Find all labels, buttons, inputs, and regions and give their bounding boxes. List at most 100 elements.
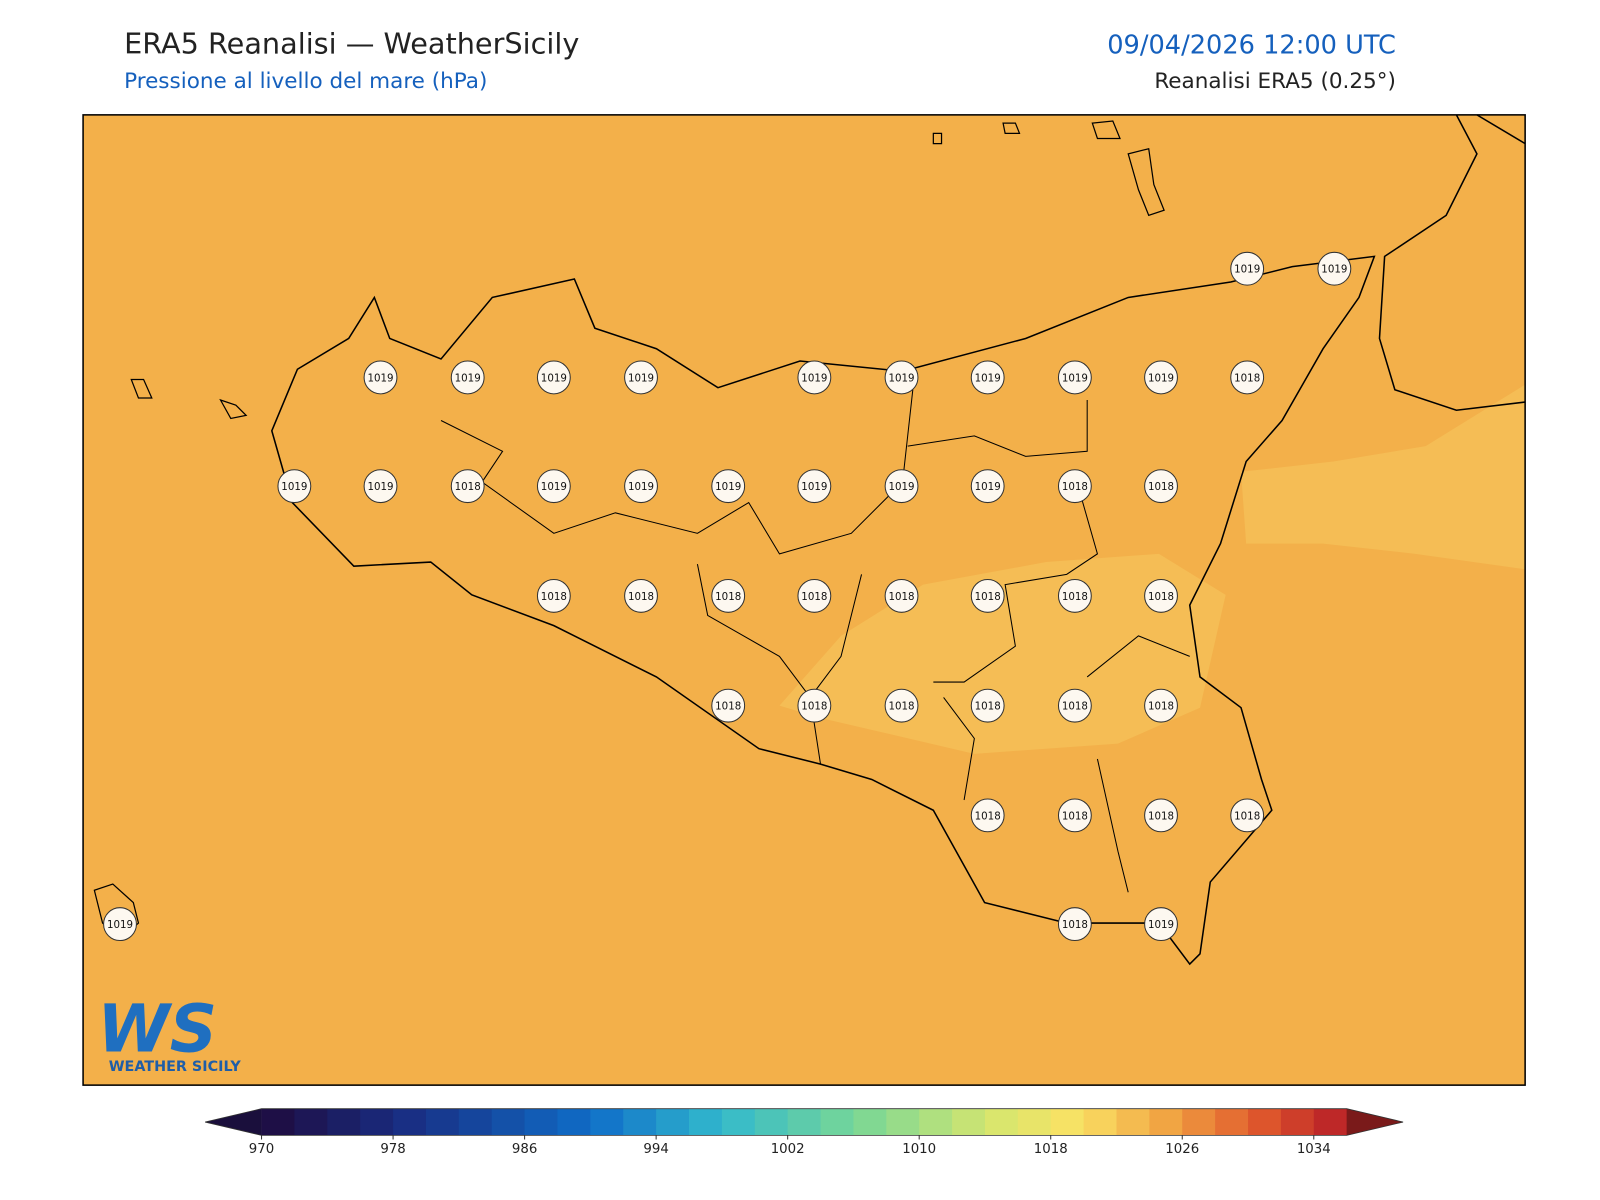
- station-label: 1018: [1062, 591, 1088, 603]
- station-marker: [363, 360, 398, 395]
- station-marker: [970, 798, 1005, 833]
- station-label: 1018: [1234, 810, 1260, 822]
- station-marker: [1144, 798, 1178, 833]
- station-label: 1019: [888, 481, 914, 493]
- station-marker: [797, 360, 832, 395]
- colorbar-bin: [1215, 1108, 1249, 1136]
- station-label: 1018: [1234, 372, 1260, 384]
- station-label: 1018: [975, 701, 1001, 713]
- station-label: 1018: [801, 701, 827, 713]
- station-label: 1018: [1148, 810, 1174, 822]
- station-marker: [711, 578, 746, 613]
- station-marker: [1057, 578, 1092, 613]
- colorbar-bin: [1182, 1108, 1216, 1136]
- station-labels: 1019 1019 1019 1019 1019 1019 1019 1019 1019 1019…: [103, 251, 1352, 942]
- station-label: 1019: [107, 919, 133, 931]
- station-label: 1019: [281, 481, 307, 493]
- station-marker: [1144, 907, 1178, 942]
- station-label: 1018: [628, 591, 654, 603]
- station-label: 1018: [801, 591, 827, 603]
- colorbar-bin: [787, 1108, 822, 1136]
- colorbar-bin: [294, 1108, 328, 1136]
- station-label: 1018: [888, 701, 914, 713]
- station-marker: [536, 578, 571, 613]
- station-marker: [1317, 251, 1352, 286]
- station-marker: [970, 578, 1005, 613]
- station-marker: [1144, 578, 1178, 613]
- station-marker: [797, 688, 832, 723]
- colorbar-bin: [853, 1108, 887, 1136]
- colorbar-bin: [623, 1108, 657, 1136]
- station-marker: [711, 469, 746, 504]
- colorbar-tick-label: 986: [512, 1142, 537, 1157]
- station-marker: [970, 469, 1005, 504]
- colorbar-tick-label: 1034: [1297, 1142, 1331, 1157]
- title: ERA5 Reanalisi — WeatherSicily: [124, 26, 579, 60]
- colorbar-bin: [1280, 1108, 1315, 1136]
- station-marker: [1144, 469, 1178, 504]
- station-label: 1018: [715, 591, 741, 603]
- station-label: 1019: [541, 481, 567, 493]
- station-marker: [1057, 688, 1092, 723]
- station-marker: [711, 688, 746, 723]
- station-label: 1018: [1062, 919, 1088, 931]
- station-label: 1019: [975, 481, 1001, 493]
- colorbar: 970 978 986 994 1002 1010 1018 1026 1034: [205, 1108, 1404, 1157]
- station-label: 1019: [1148, 372, 1174, 384]
- station-marker: [1057, 360, 1092, 395]
- station-marker: [797, 469, 832, 504]
- station-label: 1018: [715, 701, 741, 713]
- colorbar-tick-label: 970: [249, 1142, 274, 1157]
- station-label: 1019: [801, 372, 827, 384]
- station-label: 1018: [888, 591, 914, 603]
- colorbar-bin: [360, 1108, 394, 1136]
- colorbar-tick-label: 978: [380, 1142, 405, 1157]
- station-label: 1018: [1062, 701, 1088, 713]
- colorbar-bin: [1050, 1108, 1085, 1136]
- station-label: 1019: [715, 481, 741, 493]
- colorbar-bin: [984, 1108, 1019, 1136]
- colorbar-bin: [393, 1108, 427, 1136]
- colorbar-bin: [327, 1108, 361, 1136]
- station-marker: [1144, 360, 1178, 395]
- colorbar-tick-label: 994: [643, 1142, 668, 1157]
- calabria-coast: [1378, 114, 1526, 412]
- colorbar-bin: [524, 1108, 558, 1136]
- colorbar-bin: [590, 1108, 624, 1136]
- colorbar-bin: [754, 1108, 789, 1136]
- station-marker: [1144, 688, 1178, 723]
- station-marker: [884, 578, 919, 613]
- station-label: 1019: [541, 372, 567, 384]
- station-label: 1019: [1234, 264, 1260, 276]
- colorbar-bin: [261, 1108, 295, 1136]
- station-label: 1019: [888, 372, 914, 384]
- station-marker: [1230, 798, 1265, 833]
- station-marker: [1230, 360, 1265, 395]
- station-marker: [884, 688, 919, 723]
- station-label: 1019: [801, 481, 827, 493]
- station-label: 1018: [1148, 591, 1174, 603]
- subtitle: Pressione al livello del mare (hPa): [124, 69, 487, 94]
- station-marker: [970, 360, 1005, 395]
- station-marker: [103, 907, 137, 942]
- colorbar-bin: [689, 1108, 723, 1136]
- colorbar-tick-label: 1026: [1165, 1142, 1199, 1157]
- colorbar-bin: [919, 1108, 953, 1136]
- pressure-zone: [1241, 384, 1526, 570]
- station-marker: [1057, 469, 1092, 504]
- colorbar-bin: [458, 1108, 493, 1136]
- colorbar-outline: [205, 1108, 1404, 1136]
- colorbar-extend-low: [205, 1108, 262, 1136]
- colorbar-bin: [656, 1108, 690, 1136]
- colorbar-bin: [952, 1108, 986, 1136]
- colorbar-bin: [1017, 1108, 1052, 1136]
- station-label: 1019: [367, 481, 393, 493]
- station-label: 1018: [1062, 810, 1088, 822]
- station-marker: [884, 360, 919, 395]
- station-marker: [624, 360, 658, 395]
- colorbar-bin: [721, 1108, 756, 1136]
- station-marker: [277, 469, 312, 504]
- logo: WS WEATHER SICILY: [97, 991, 241, 1074]
- station-marker: [450, 469, 485, 504]
